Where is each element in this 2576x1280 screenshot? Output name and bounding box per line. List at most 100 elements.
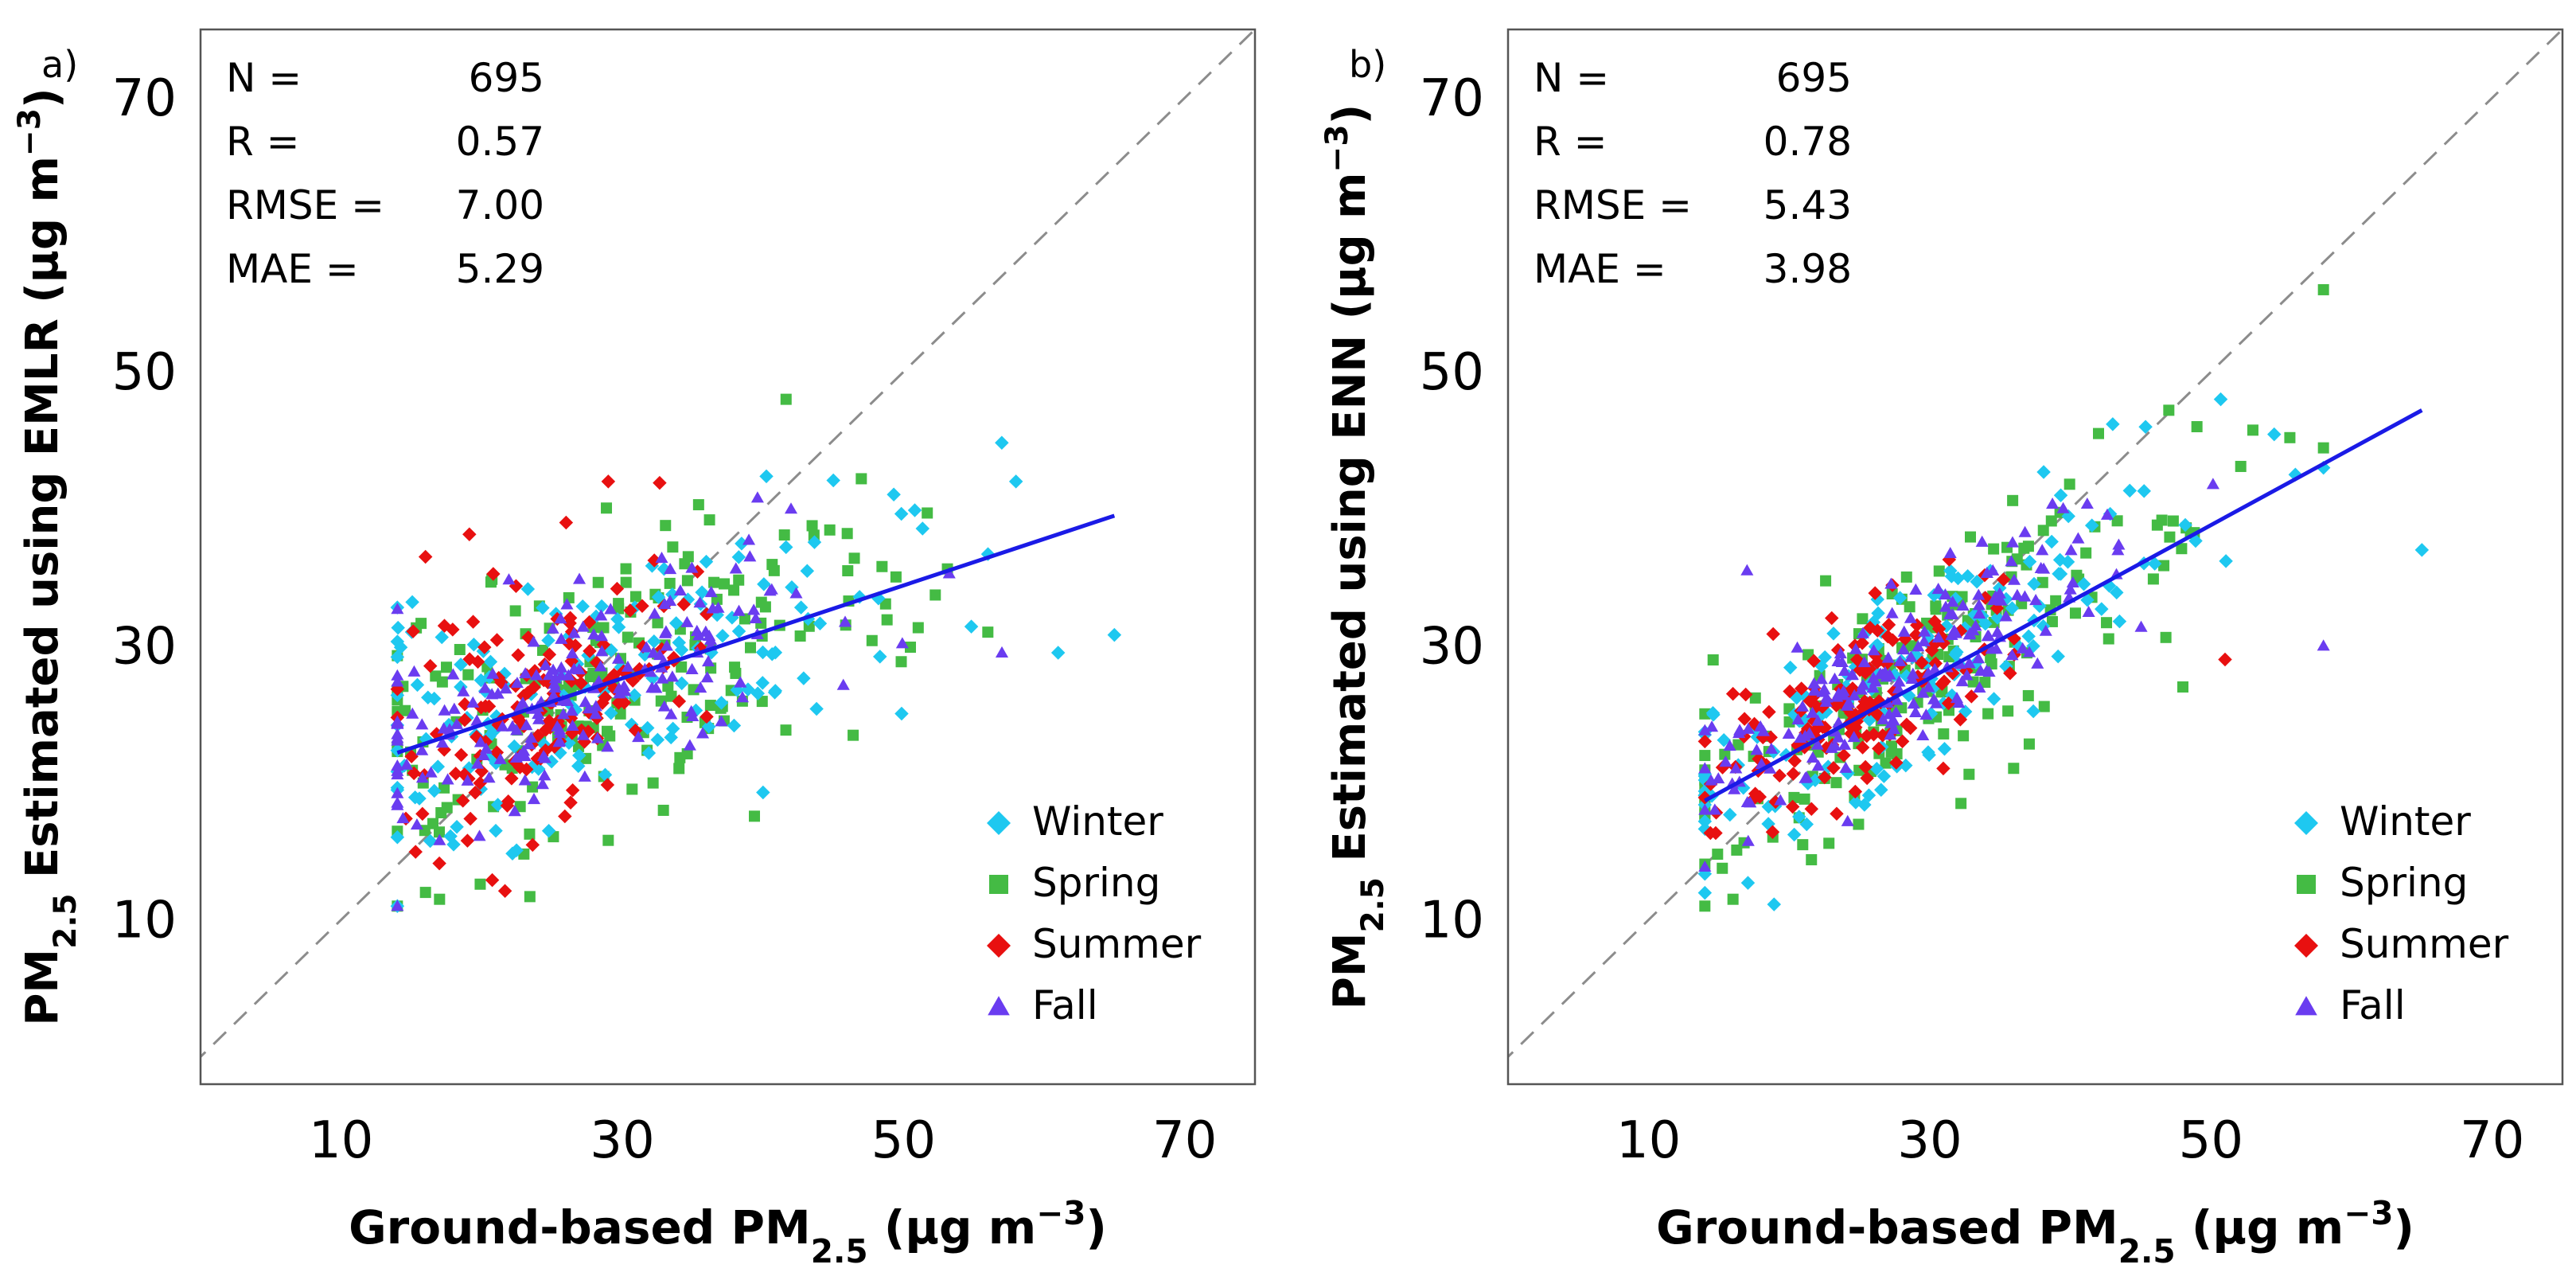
point-winter [2178, 517, 2192, 533]
point-winter [907, 503, 922, 517]
point-spring [673, 763, 685, 775]
point-fall [1740, 795, 1754, 808]
point-fall [784, 502, 798, 514]
point-winter [1792, 810, 1806, 824]
x-axis-label: Ground-based PM2.5 (μg m−3) [1656, 1194, 2414, 1270]
point-spring [434, 893, 446, 905]
point-summer [1860, 771, 1874, 786]
point-fall [1791, 641, 1804, 653]
point-fall [1946, 595, 1959, 607]
point-fall [1973, 681, 1986, 693]
point-winter [755, 645, 770, 660]
point-fall [595, 645, 609, 657]
point-summer [512, 760, 528, 775]
point-summer [1895, 734, 1910, 749]
legend-label-summer: Summer [1032, 921, 1202, 967]
point-winter [1050, 646, 1066, 660]
point-fall [1828, 739, 1841, 751]
point-fall [763, 584, 777, 596]
stat-rmse-label: RMSE = [226, 182, 384, 228]
point-fall [750, 491, 764, 503]
point-spring [2036, 576, 2048, 588]
y-tick-label: 30 [112, 617, 177, 676]
point-spring [890, 571, 902, 583]
point-fall [1807, 677, 1821, 689]
point-fall [555, 661, 568, 673]
point-winter [715, 629, 730, 643]
point-spring [1717, 862, 1728, 874]
x-tick-label: 10 [309, 1111, 373, 1170]
point-summer [446, 622, 460, 637]
point-winter [571, 759, 586, 774]
point-fall [1885, 607, 1899, 619]
point-fall [1728, 782, 1741, 794]
point-fall [649, 681, 663, 693]
scatter-points [390, 393, 1122, 914]
point-spring [848, 729, 859, 741]
point-fall [590, 732, 605, 743]
point-winter [454, 658, 468, 672]
point-fall [1849, 642, 1863, 654]
point-fall [524, 731, 538, 743]
point-spring [848, 552, 860, 564]
legend-label-summer: Summer [2340, 921, 2509, 967]
point-spring [708, 576, 720, 588]
point-spring [660, 520, 672, 532]
point-spring [2177, 681, 2188, 693]
point-fall [665, 670, 679, 682]
point-fall [1806, 751, 1819, 763]
point-winter [1950, 645, 1964, 660]
point-winter [2084, 518, 2099, 533]
point-fall [749, 611, 762, 623]
point-fall [2005, 649, 2019, 661]
point-spring [2045, 515, 2057, 527]
point-summer [466, 615, 481, 629]
point-winter [390, 830, 405, 845]
point-fall [1698, 724, 1712, 736]
point-winter [641, 746, 657, 760]
point-spring [1797, 839, 1809, 851]
point-winter [2051, 649, 2065, 664]
point-winter [1706, 708, 1721, 722]
y-tick-label: 30 [1420, 617, 1484, 676]
point-fall [2080, 497, 2094, 509]
point-summer [583, 644, 597, 658]
point-fall [1960, 669, 1974, 681]
stat-n-label: N = [1534, 55, 1609, 101]
point-fall [433, 833, 446, 845]
point-fall [2064, 544, 2078, 556]
point-winter [793, 600, 809, 615]
plot-area [1508, 29, 2562, 1059]
point-summer [505, 771, 519, 786]
point-spring [1958, 730, 1970, 742]
point-summer [1786, 767, 1801, 781]
point-spring [441, 802, 453, 814]
fit-line [1704, 408, 2423, 802]
point-winter [1787, 827, 1802, 842]
point-fall [1889, 705, 1903, 718]
point-fall [391, 732, 404, 743]
point-spring [842, 565, 854, 577]
point-summer [1818, 770, 1832, 785]
point-summer [485, 872, 500, 888]
point-fall [2005, 536, 2020, 548]
point-winter [2026, 704, 2040, 719]
point-fall [1841, 814, 1854, 826]
point-fall [1943, 546, 1957, 559]
point-winter [427, 783, 442, 798]
point-spring [674, 751, 686, 763]
point-summer [501, 794, 516, 809]
point-summer [2003, 666, 2017, 681]
legend-marker-summer [2294, 934, 2318, 958]
point-fall [655, 551, 668, 564]
point-fall [1904, 650, 1918, 662]
legend-label-spring: Spring [1032, 860, 1160, 906]
point-fall [415, 718, 429, 730]
point-spring [2176, 543, 2188, 555]
point-fall [461, 774, 474, 786]
point-spring [509, 605, 521, 617]
point-fall [523, 738, 536, 750]
point-summer [463, 811, 477, 826]
point-spring [749, 810, 761, 822]
point-winter [650, 732, 665, 747]
